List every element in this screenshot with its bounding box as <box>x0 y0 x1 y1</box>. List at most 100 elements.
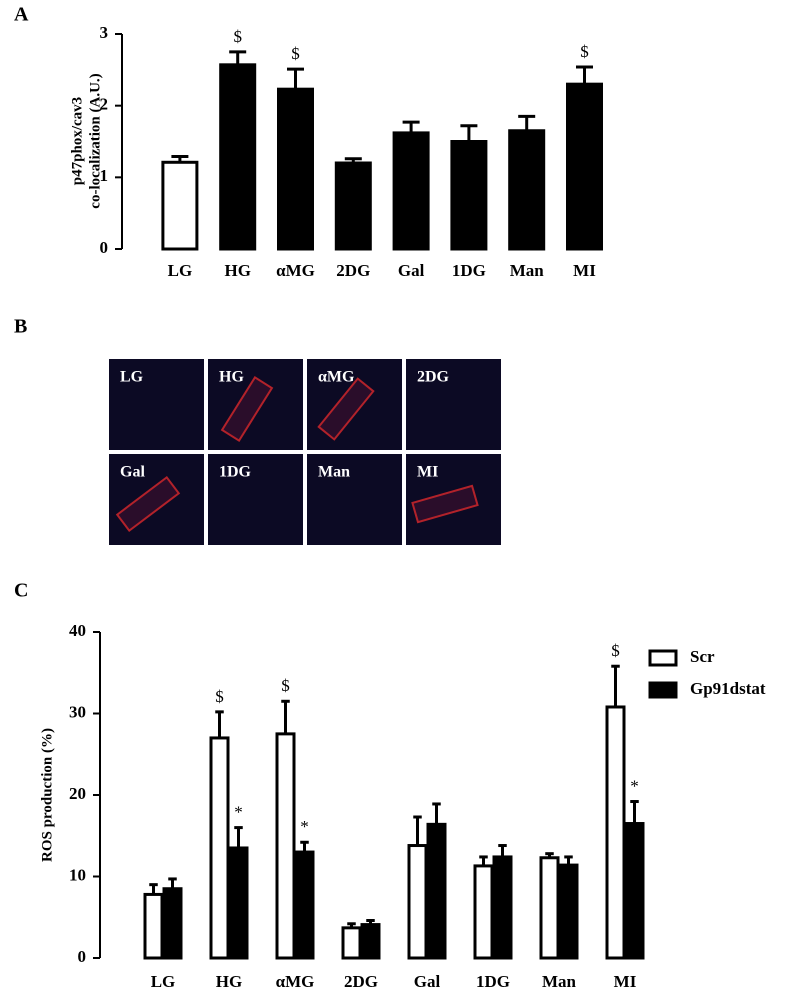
error-bar <box>149 883 158 895</box>
bar <box>605 705 626 960</box>
x-tick-label: Gal <box>398 261 425 280</box>
tile-label: MI <box>417 464 438 481</box>
x-tick-label: LG <box>151 972 176 991</box>
x-tick-label: αMG <box>276 261 315 280</box>
y-tick-label: 10 <box>69 865 86 884</box>
cell <box>317 377 375 441</box>
x-tick-label: 1DG <box>476 972 510 991</box>
error-bar <box>518 114 536 131</box>
bar <box>450 140 488 251</box>
bar <box>341 926 362 960</box>
image-tile <box>206 452 305 547</box>
tile-label: Gal <box>120 464 145 481</box>
y-tick-label: 30 <box>69 702 86 721</box>
y-tick-label: 0 <box>78 947 87 966</box>
y-axis-label: co-localization (A.U.) <box>87 73 103 208</box>
y-tick-label: 40 <box>69 621 86 640</box>
tile-label: Man <box>318 464 350 481</box>
cell <box>115 475 181 533</box>
error-bar <box>229 50 247 65</box>
annotation: * <box>300 817 309 836</box>
x-tick-label: LG <box>168 261 193 280</box>
panel-label: A <box>14 4 29 26</box>
annotation: $ <box>233 27 242 46</box>
bar <box>209 736 230 960</box>
y-axis-label: p47phox/cav3 <box>69 97 85 185</box>
y-tick-label: 2 <box>100 95 109 114</box>
bar <box>392 131 430 251</box>
y-tick-label: 0 <box>100 238 109 257</box>
legend-swatch <box>648 649 678 667</box>
image-tile <box>107 357 206 452</box>
bar <box>426 822 447 960</box>
error-bar <box>413 815 422 846</box>
error-bar <box>171 155 189 163</box>
cell <box>220 376 274 442</box>
error-bar <box>564 855 573 866</box>
bar <box>539 856 560 960</box>
annotation: $ <box>580 42 589 61</box>
bar <box>294 850 315 960</box>
error-bar <box>432 802 441 825</box>
x-tick-label: MI <box>573 261 596 280</box>
error-bar <box>630 800 639 824</box>
y-axis-label: ROS production (%) <box>39 728 55 862</box>
annotation: $ <box>281 676 290 695</box>
error-bar <box>234 826 243 848</box>
bar <box>558 863 579 960</box>
image-tile <box>404 357 503 452</box>
y-tick-label: 3 <box>100 23 109 42</box>
error-bar <box>460 124 478 142</box>
error-bar <box>479 855 488 866</box>
error-bar <box>281 699 290 734</box>
x-tick-label: Gal <box>414 972 441 991</box>
bar <box>508 129 546 251</box>
annotation: * <box>234 803 243 822</box>
tile-label: αMG <box>318 369 355 386</box>
annotation: $ <box>291 44 300 63</box>
x-tick-label: MI <box>614 972 637 991</box>
bar <box>566 82 603 251</box>
x-tick-label: αMG <box>276 972 315 991</box>
bar <box>275 732 296 960</box>
x-tick-label: Man <box>542 972 577 991</box>
error-bar <box>611 664 620 707</box>
y-tick-label: 1 <box>100 166 109 185</box>
legend-label: Gp91dstat <box>690 679 766 698</box>
bar <box>473 864 494 960</box>
tile-label: LG <box>120 369 144 386</box>
error-bar <box>168 877 177 889</box>
error-bar <box>402 120 420 133</box>
error-bar <box>545 852 554 858</box>
y-tick-label: 20 <box>69 784 86 803</box>
x-tick-label: 2DG <box>344 972 378 991</box>
error-bar <box>344 157 362 163</box>
bar <box>492 855 513 960</box>
annotation: * <box>630 776 639 795</box>
tile-label: 2DG <box>417 369 450 386</box>
panel-label: C <box>14 580 28 602</box>
bar <box>277 87 314 251</box>
annotation: $ <box>215 687 224 706</box>
bar <box>360 923 381 960</box>
error-bar <box>347 922 356 928</box>
x-tick-label: 2DG <box>336 261 370 280</box>
tile-label: 1DG <box>219 464 252 481</box>
cell <box>411 484 479 524</box>
bar <box>624 822 645 960</box>
error-bar <box>215 710 224 738</box>
bar <box>228 846 249 960</box>
bar <box>143 892 164 960</box>
bar <box>407 844 428 960</box>
error-bar <box>300 840 309 853</box>
error-bar <box>576 65 593 85</box>
image-tile <box>305 452 404 547</box>
error-bar <box>366 919 375 925</box>
x-tick-label: HG <box>216 972 242 991</box>
bar <box>219 63 257 251</box>
annotation: $ <box>611 641 620 660</box>
x-tick-label: Man <box>510 261 545 280</box>
error-bar <box>498 844 507 857</box>
legend-swatch <box>648 681 678 699</box>
legend-label: Scr <box>690 647 715 666</box>
